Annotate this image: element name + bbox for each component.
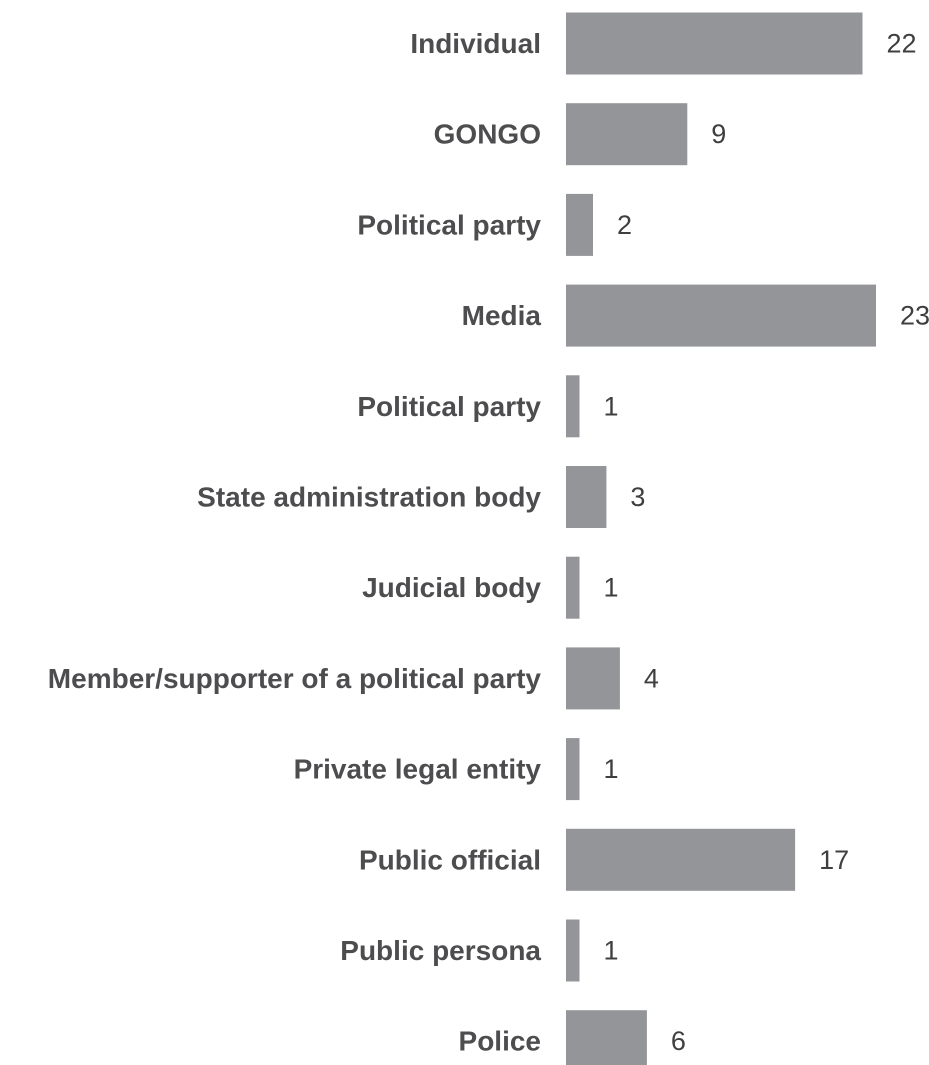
category-label: Police [459,1026,541,1057]
bar [566,12,863,75]
bar [566,103,688,166]
category-label: State administration body [197,482,541,513]
bar-row-political-party: Political party 1 [357,375,619,438]
bar [566,828,796,891]
bar-row-individual: Individual 22 [410,12,917,75]
value-label: 17 [819,845,849,875]
value-label: 2 [617,210,632,240]
value-label: 23 [900,301,929,331]
bar-row-member-supporter-of-a-political-party: Member/supporter of a political party 4 [48,647,659,710]
value-label: 1 [603,936,618,966]
bar-row-police: Police 6 [459,1010,686,1065]
value-label: 3 [630,482,645,512]
value-label: 4 [644,663,659,693]
category-label: Political party [357,391,541,422]
category-label: Political party [357,209,541,240]
bar-row-state-administration-body: State administration body 3 [197,466,645,528]
bar [566,919,580,982]
value-label: 6 [671,1026,686,1056]
value-label: 1 [603,573,618,603]
category-label: Private legal entity [294,754,542,785]
bar [566,375,580,438]
value-label: 9 [711,119,726,149]
bar [566,738,580,801]
category-label: Member/supporter of a political party [48,663,542,694]
value-label: 1 [603,391,618,421]
bar-row-private-legal-entity: Private legal entity 1 [294,738,619,801]
bar [566,284,876,347]
category-label: Media [462,300,542,331]
bar [566,647,620,710]
value-label: 22 [887,29,917,59]
bar-row-public-persona: Public persona 1 [340,919,619,982]
bar-row-media: Media 23 [462,284,929,347]
category-label: GONGO [434,119,541,150]
bar [566,1010,647,1065]
category-label: Individual [410,28,541,59]
category-label: Judicial body [362,572,541,603]
bar-row-judicial-body: Judicial body 1 [362,556,619,619]
bar-row-political-party: Political party 2 [357,193,632,256]
bar [566,556,580,619]
category-label: Public persona [340,935,541,966]
category-label: Public official [359,844,541,875]
bar [566,466,607,528]
bar [566,193,593,256]
bar-row-public-official: Public official 17 [359,828,849,891]
value-label: 1 [603,754,618,784]
bar-row-gongo: GONGO 9 [434,103,726,166]
